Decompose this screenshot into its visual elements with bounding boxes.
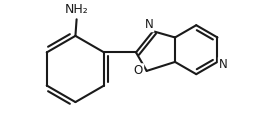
Text: N: N (219, 58, 228, 71)
Text: O: O (134, 64, 143, 77)
Text: N: N (144, 18, 153, 31)
Text: NH₂: NH₂ (65, 3, 89, 16)
